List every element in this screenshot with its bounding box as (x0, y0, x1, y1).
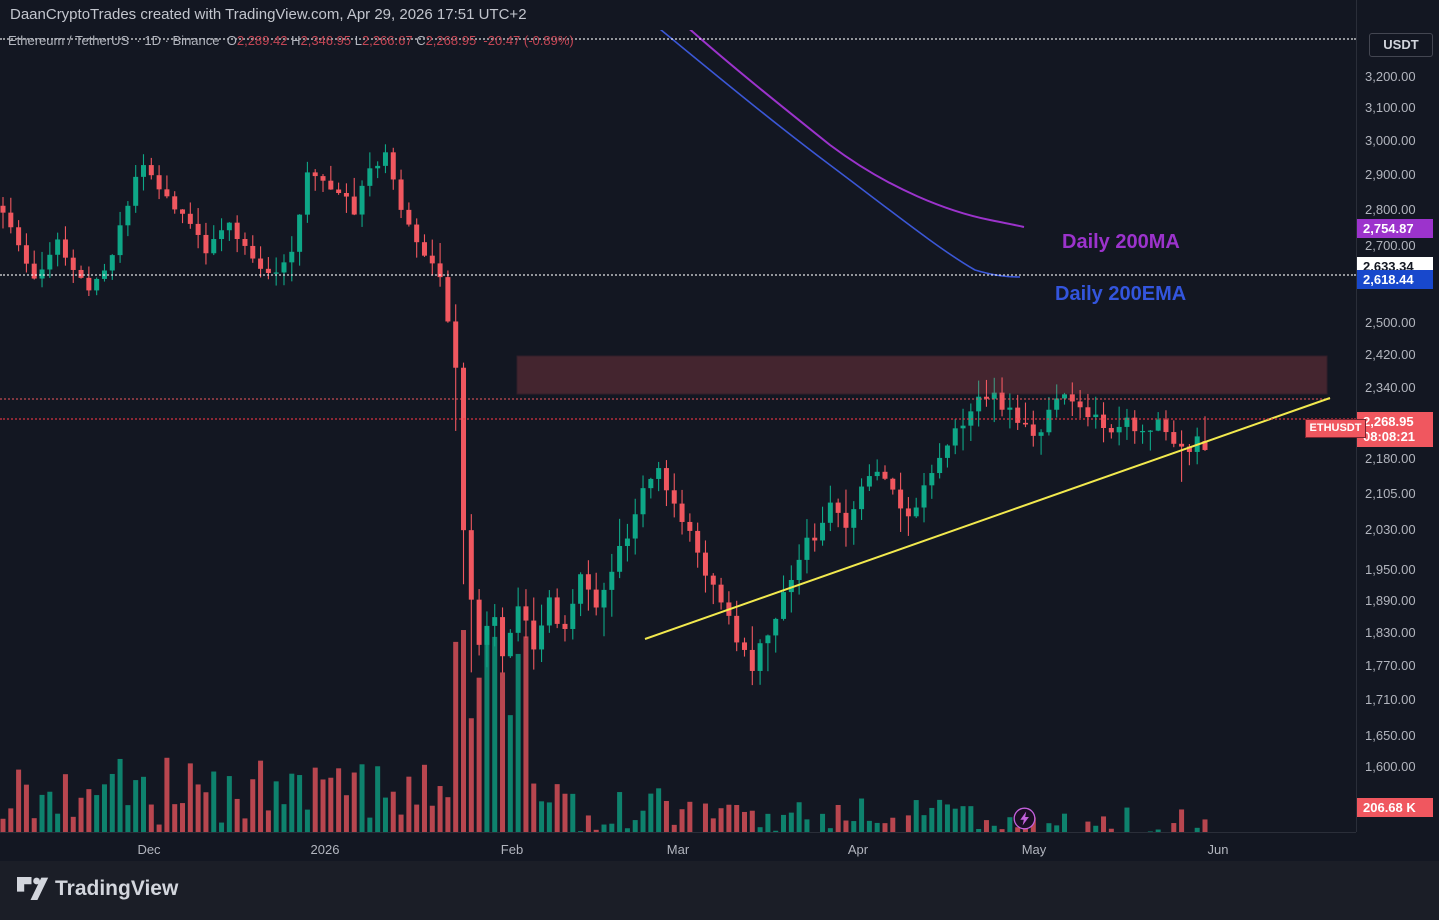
svg-text:Daily 200MA: Daily 200MA (1062, 231, 1180, 253)
svg-text:Daily 200EMA: Daily 200EMA (1055, 283, 1186, 305)
